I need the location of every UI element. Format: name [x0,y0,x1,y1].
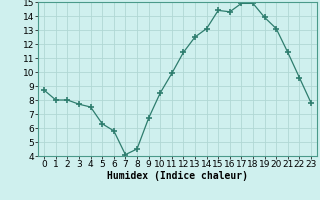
X-axis label: Humidex (Indice chaleur): Humidex (Indice chaleur) [107,171,248,181]
